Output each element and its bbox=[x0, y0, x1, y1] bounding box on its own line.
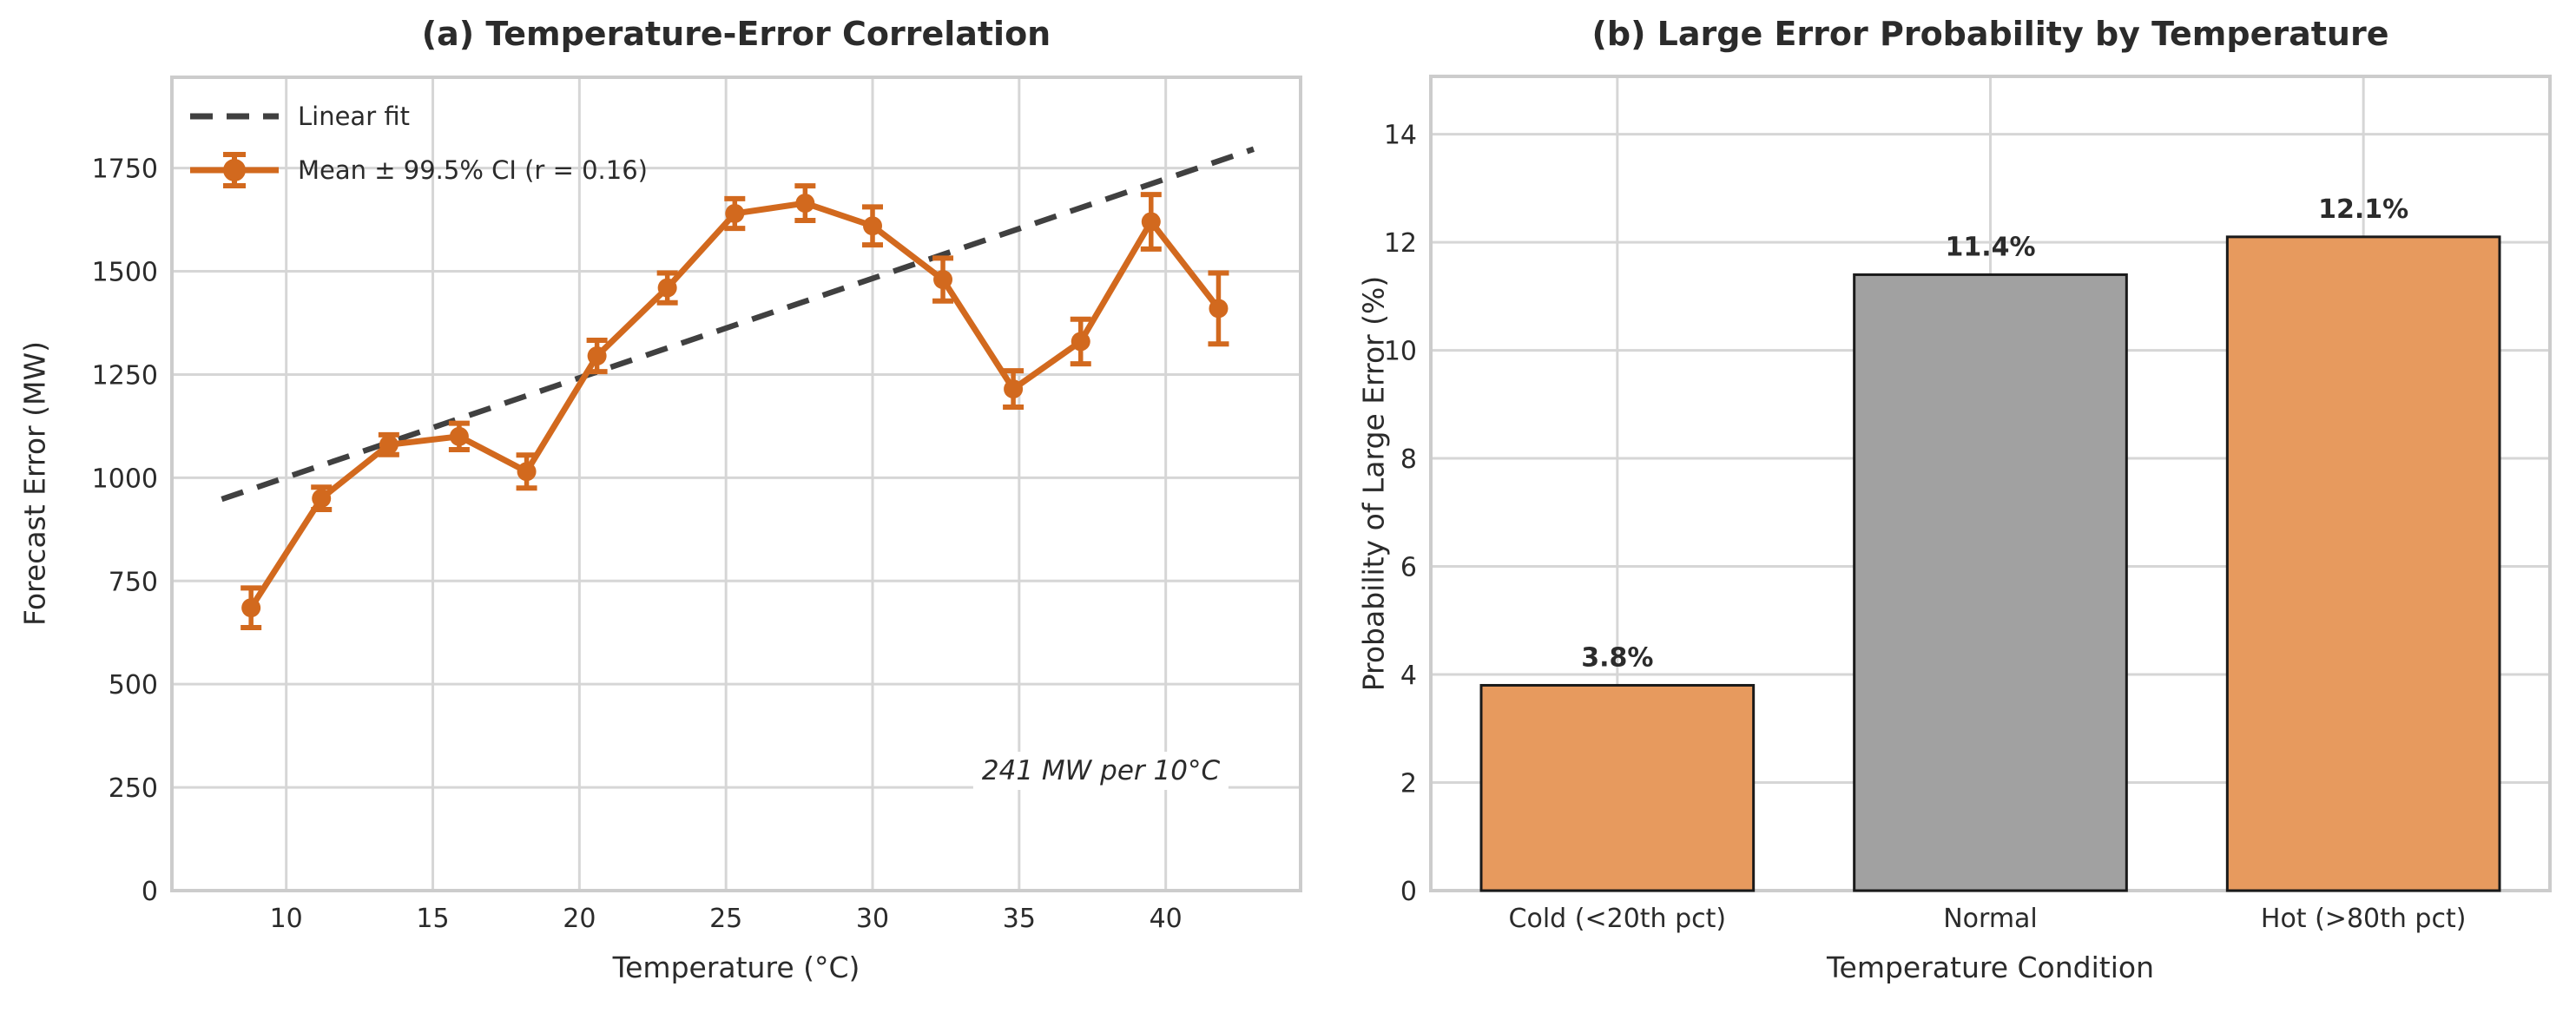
bar-value-label: 11.4% bbox=[1945, 232, 2035, 262]
legend-row-mean-ci: Mean ± 99.5% CI (r = 0.16) bbox=[187, 149, 673, 191]
y-tick-label: 0 bbox=[1400, 877, 1417, 907]
bar-value-label: 12.1% bbox=[2318, 194, 2408, 225]
axes-frame bbox=[170, 76, 1302, 892]
y-tick-label: 12 bbox=[1384, 228, 1417, 259]
data-point-marker bbox=[795, 194, 815, 214]
panel-a-title: (a) Temperature-Error Correlation bbox=[421, 15, 1051, 53]
data-point-marker bbox=[657, 278, 677, 298]
y-tick-label: 1500 bbox=[92, 258, 158, 288]
data-point-marker bbox=[1004, 379, 1024, 399]
x-category-label: Normal bbox=[1943, 904, 2038, 934]
linear-fit-line bbox=[221, 146, 1255, 503]
x-tick-label: 35 bbox=[1003, 904, 1036, 934]
panel-b-title: (b) Large Error Probability by Temperatu… bbox=[1591, 15, 2389, 53]
y-tick-label: 6 bbox=[1400, 553, 1417, 583]
panel-b-yaxis-label: Probability of Large Error (%) bbox=[1356, 275, 1391, 692]
errorbar-marker-sample-icon bbox=[190, 152, 279, 188]
bar-normal bbox=[1853, 273, 2128, 892]
x-tick-label: 15 bbox=[416, 904, 449, 934]
legend-linear-fit-label: Linear fit bbox=[298, 102, 410, 131]
y-tick-label: 1250 bbox=[92, 360, 158, 391]
data-point-marker bbox=[587, 346, 607, 366]
y-tick-label: 500 bbox=[109, 670, 158, 701]
panel-b-xaxis-label: Temperature Condition bbox=[1826, 951, 2154, 984]
legend-mean-ci-label: Mean ± 99.5% CI (r = 0.16) bbox=[298, 155, 648, 185]
mean-error-line bbox=[248, 200, 1222, 610]
data-point-marker bbox=[517, 462, 537, 482]
x-category-label: Cold (<20th pct) bbox=[1509, 904, 1727, 934]
y-tick-label: 14 bbox=[1384, 121, 1417, 151]
data-point-marker bbox=[933, 270, 953, 290]
y-tick-label: 8 bbox=[1400, 444, 1417, 475]
y-tick-label: 250 bbox=[109, 773, 158, 804]
data-point-marker bbox=[379, 435, 399, 455]
x-tick-label: 10 bbox=[270, 904, 303, 934]
x-tick-label: 40 bbox=[1150, 904, 1183, 934]
y-tick-label: 4 bbox=[1400, 661, 1417, 691]
x-tick-label: 25 bbox=[709, 904, 742, 934]
panel-a-yaxis-label: Forecast Error (MW) bbox=[17, 341, 52, 626]
slope-annotation: 241 MW per 10°C bbox=[972, 752, 1229, 790]
data-point-marker bbox=[863, 216, 883, 236]
y-tick-label: 2 bbox=[1400, 769, 1417, 799]
legend-row-linear-fit: Linear fit bbox=[187, 95, 673, 137]
bar-value-label: 3.8% bbox=[1581, 642, 1653, 673]
dashed-line-sample-icon bbox=[190, 113, 279, 120]
y-tick-label: 750 bbox=[109, 567, 158, 597]
y-tick-label: 1750 bbox=[92, 155, 158, 185]
bar-hot bbox=[2225, 235, 2501, 892]
data-point-marker bbox=[1209, 299, 1229, 319]
data-point-marker bbox=[312, 489, 332, 509]
data-point-marker bbox=[449, 426, 469, 446]
x-tick-label: 30 bbox=[856, 904, 889, 934]
panel-a-legend: Linear fit Mean ± 99.5% CI (r = 0.16) bbox=[187, 95, 673, 191]
x-category-label: Hot (>80th pct) bbox=[2261, 904, 2467, 934]
data-point-marker bbox=[1071, 332, 1090, 352]
data-point-marker bbox=[1141, 212, 1161, 232]
x-tick-label: 20 bbox=[563, 904, 596, 934]
bar-cold bbox=[1479, 683, 1756, 892]
panel-a-xaxis-label: Temperature (°C) bbox=[612, 951, 860, 984]
data-point-marker bbox=[241, 598, 261, 618]
y-tick-label: 10 bbox=[1384, 337, 1417, 367]
y-tick-label: 1000 bbox=[92, 464, 158, 494]
data-point-marker bbox=[725, 203, 745, 223]
y-tick-label: 0 bbox=[142, 877, 158, 907]
